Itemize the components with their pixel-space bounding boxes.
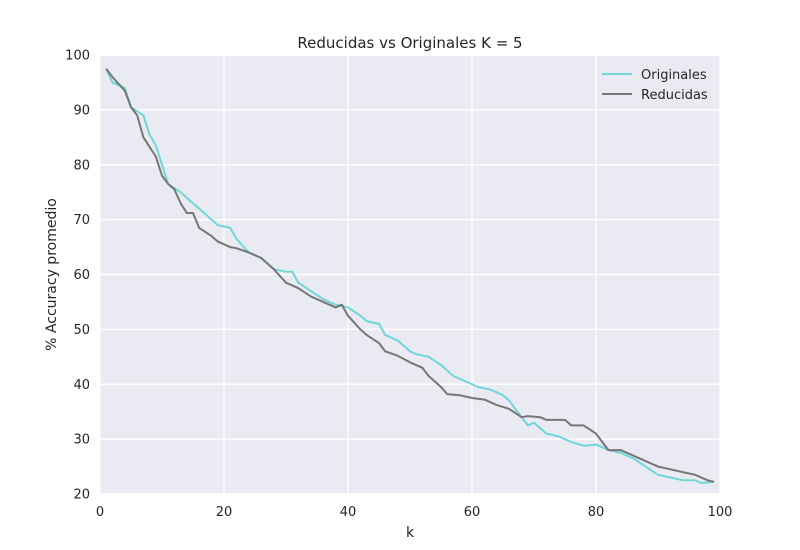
- x-tick-label: 20: [216, 505, 233, 520]
- x-tick-label: 0: [96, 505, 104, 520]
- y-tick-label: 30: [73, 433, 90, 448]
- y-tick-label: 90: [73, 103, 90, 118]
- x-tick-label: 100: [708, 505, 733, 520]
- x-tick-label: 80: [588, 505, 605, 520]
- y-tick-label: 80: [73, 158, 90, 173]
- legend-label-1: Originales: [641, 68, 707, 83]
- series-line-1: [105, 68, 714, 484]
- tick-labels: 0 20 40 60 80 100 20 30 40 50 60 70 80 90 100: [65, 49, 732, 521]
- legend: Originales Reducidas: [602, 68, 708, 103]
- y-tick-label: 70: [73, 213, 90, 228]
- y-tick-label: 60: [73, 268, 90, 283]
- y-tick-label: 20: [73, 488, 90, 503]
- y-tick-label: 40: [73, 378, 90, 393]
- y-tick-label: 100: [65, 49, 90, 64]
- y-axis-label: % Accuracy promedio: [44, 198, 60, 351]
- x-tick-label: 60: [464, 505, 481, 520]
- series-line-2: [105, 68, 715, 483]
- y-tick-label: 50: [73, 323, 90, 338]
- series-layer: [105, 68, 715, 484]
- legend-label-2: Reducidas: [641, 88, 708, 103]
- x-tick-label: 40: [340, 505, 357, 520]
- x-axis-label: k: [406, 525, 415, 541]
- grid: [99, 54, 721, 495]
- chart-title: Reducidas vs Originales K = 5: [297, 34, 522, 52]
